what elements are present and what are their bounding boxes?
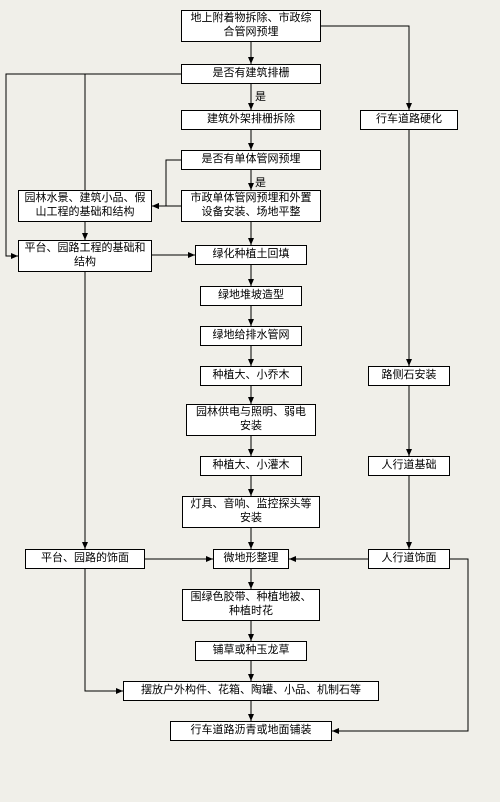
label-yes-1: 是 <box>255 88 266 104</box>
node-n15: 铺草或种玉龙草 <box>195 641 307 661</box>
node-n5: 市政单体管网预埋和外置设备安装、场地平整 <box>181 190 321 222</box>
node-nR2: 路侧石安装 <box>368 366 450 386</box>
node-n9: 种植大、小乔木 <box>200 366 302 386</box>
node-nL1: 园林水景、建筑小品、假山工程的基础和结构 <box>18 190 152 222</box>
node-n8: 绿地给排水管网 <box>200 326 302 346</box>
node-nL3: 平台、园路的饰面 <box>25 549 145 569</box>
node-n7: 绿地堆坡造型 <box>200 286 302 306</box>
node-n14: 围绿色胶带、种植地被、种植时花 <box>182 589 320 621</box>
node-n1: 地上附着物拆除、市政综合管网预埋 <box>181 10 321 42</box>
node-n3: 建筑外架排栅拆除 <box>181 110 321 130</box>
node-nR4: 人行道饰面 <box>368 549 450 569</box>
node-nR1: 行车道路硬化 <box>360 110 458 130</box>
node-n13: 微地形整理 <box>213 549 289 569</box>
node-nR3: 人行道基础 <box>368 456 450 476</box>
node-n4: 是否有单体管网预埋 <box>181 150 321 170</box>
node-n2: 是否有建筑排栅 <box>181 64 321 84</box>
node-n16: 摆放户外构件、花箱、陶罐、小品、机制石等 <box>123 681 379 701</box>
label-yes-2: 是 <box>255 174 266 190</box>
node-n17: 行车道路沥青或地面铺装 <box>170 721 332 741</box>
node-n12: 灯具、音响、监控探头等安装 <box>182 496 320 528</box>
node-n6: 绿化种植土回填 <box>195 245 307 265</box>
node-n10: 园林供电与照明、弱电安装 <box>186 404 316 436</box>
node-n11: 种植大、小灌木 <box>200 456 302 476</box>
node-nL2: 平台、园路工程的基础和结构 <box>18 240 152 272</box>
